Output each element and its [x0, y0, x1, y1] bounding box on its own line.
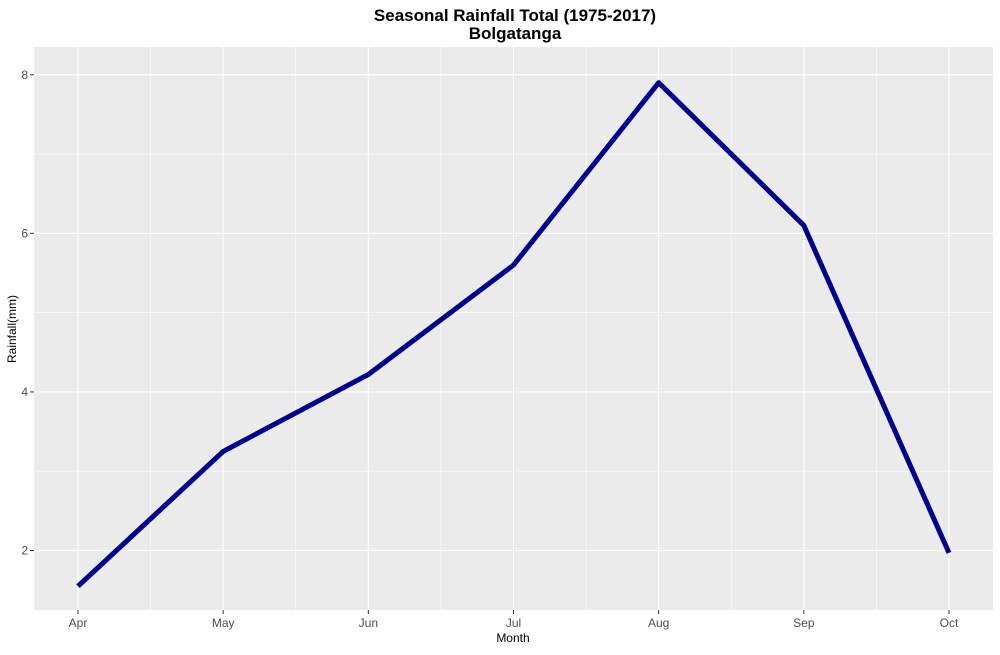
chart-title: Seasonal Rainfall Total (1975-2017): [374, 6, 656, 25]
x-tick-label: Jul: [506, 616, 521, 630]
major-gridlines: [34, 47, 993, 610]
y-axis-title: Rainfall(mm): [5, 295, 19, 363]
y-tick-label: 4: [21, 385, 28, 399]
data-point-may: [221, 449, 226, 454]
x-axis-title: Month: [496, 631, 529, 645]
data-point-oct: [947, 550, 952, 555]
data-point-jun: [366, 372, 371, 377]
x-tick-label: Oct: [940, 616, 959, 630]
y-tick-label: 6: [21, 226, 28, 240]
data-point-jul: [511, 263, 516, 268]
x-tick-label: Aug: [648, 616, 669, 630]
x-tick-label: May: [212, 616, 235, 630]
data-point-aug: [656, 80, 661, 85]
y-tick-label: 2: [21, 544, 28, 558]
chart-subtitle: Bolgatanga: [469, 24, 562, 43]
x-tick-label: Apr: [69, 616, 88, 630]
data-point-sep: [801, 223, 806, 228]
y-tick-label: 8: [21, 68, 28, 82]
x-tick-label: Sep: [793, 616, 815, 630]
series-line-rainfall: [76, 80, 952, 589]
data-point-apr: [76, 584, 81, 589]
x-tick-label: Jun: [359, 616, 378, 630]
x-axis: Apr May Jun Jul Aug Sep Oct: [69, 610, 959, 630]
y-axis: 2 4 6 8: [21, 68, 34, 558]
